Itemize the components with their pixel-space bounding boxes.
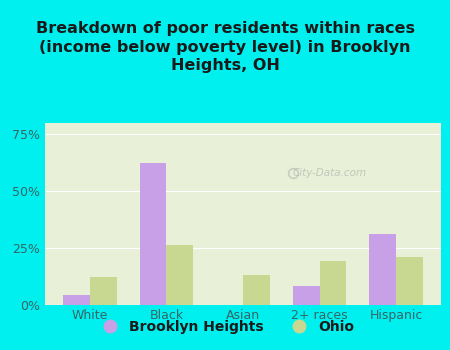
Legend: Brooklyn Heights, Ohio: Brooklyn Heights, Ohio [90, 314, 360, 340]
Bar [90, 277, 117, 304]
Bar [166, 245, 193, 304]
Bar [243, 275, 270, 304]
Bar [293, 286, 319, 304]
Bar [396, 257, 423, 304]
Bar [320, 261, 346, 304]
Bar [140, 163, 166, 304]
Text: City-Data.com: City-Data.com [293, 168, 367, 178]
Bar [63, 295, 90, 304]
Bar [369, 234, 396, 304]
Text: Breakdown of poor residents within races
(income below poverty level) in Brookly: Breakdown of poor residents within races… [36, 21, 414, 73]
